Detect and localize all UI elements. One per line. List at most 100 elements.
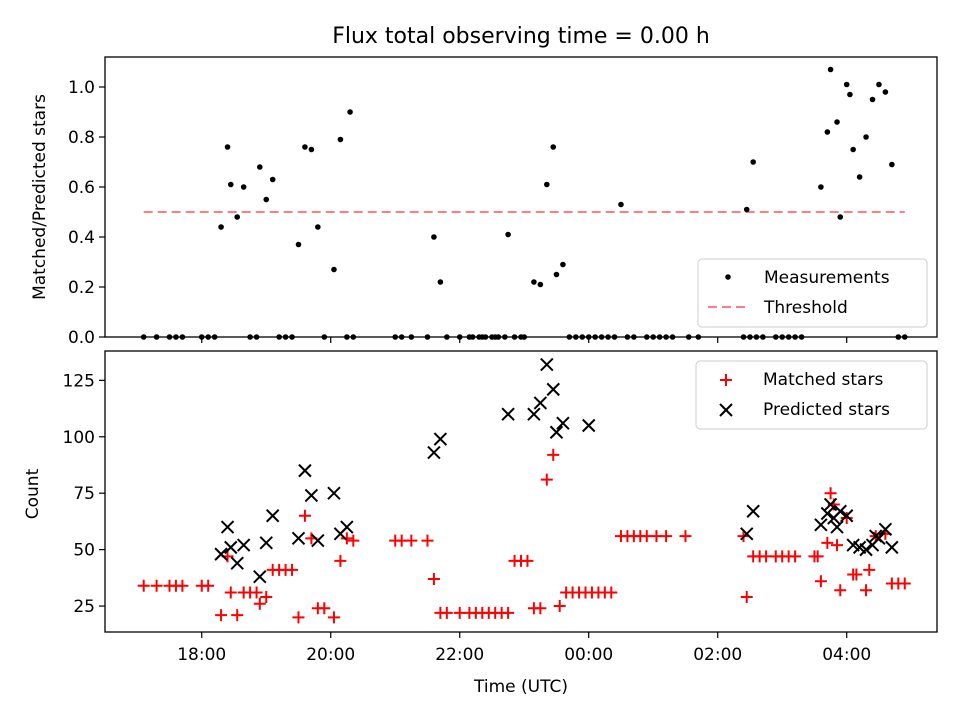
measurement-point bbox=[482, 334, 489, 340]
predicted-star-point bbox=[740, 527, 754, 541]
measurement-point bbox=[234, 214, 241, 220]
measurement-point bbox=[772, 334, 779, 340]
matched-star-point bbox=[250, 586, 263, 599]
predicted-star-point bbox=[885, 540, 899, 555]
measurement-point bbox=[695, 334, 702, 340]
measurement-point bbox=[827, 66, 834, 73]
matched-star-point bbox=[150, 579, 163, 592]
bottom-x-tick-label: 04:00 bbox=[822, 645, 871, 665]
measurement-point bbox=[140, 334, 147, 340]
measurement-point bbox=[750, 159, 756, 165]
legend-predicted-marker bbox=[719, 403, 733, 417]
predicted-star-point bbox=[224, 540, 238, 555]
predicted-star-point bbox=[527, 407, 541, 421]
measurement-point bbox=[895, 334, 902, 340]
measurement-points bbox=[140, 66, 908, 340]
measurement-point bbox=[663, 334, 669, 340]
predicted-star-point bbox=[859, 542, 873, 557]
measurement-point bbox=[521, 334, 528, 340]
matched-star-point bbox=[860, 584, 873, 597]
measurement-point bbox=[743, 206, 750, 213]
measurement-point bbox=[631, 334, 637, 340]
legend-predicted-label: Predicted stars bbox=[763, 400, 890, 420]
bottom-y-ticks: 25 50 75 100 125 bbox=[63, 371, 105, 617]
measurement-point bbox=[289, 334, 295, 340]
matched-star-point bbox=[202, 579, 215, 592]
measurement-point bbox=[824, 129, 831, 135]
predicted-star-point bbox=[540, 357, 554, 372]
matched-star-point bbox=[679, 530, 692, 543]
matched-star-point bbox=[811, 550, 824, 563]
measurement-point bbox=[424, 334, 431, 340]
matched-star-point bbox=[292, 611, 305, 624]
top-legend: Measurements Threshold bbox=[697, 258, 928, 328]
matched-star-point bbox=[521, 554, 534, 567]
measurement-point bbox=[315, 224, 321, 230]
measurement-point bbox=[444, 334, 450, 340]
measurement-point bbox=[505, 231, 511, 238]
measurement-point bbox=[247, 334, 253, 340]
measurement-point bbox=[256, 164, 263, 170]
predicted-star-point bbox=[549, 425, 564, 439]
measurement-point bbox=[579, 334, 586, 340]
measurement-point bbox=[624, 334, 631, 340]
measurement-point bbox=[218, 224, 224, 230]
matched-star-point bbox=[440, 606, 453, 619]
measurement-point bbox=[798, 334, 805, 340]
predicted-star-point bbox=[340, 520, 354, 534]
matched-star-point bbox=[224, 586, 237, 599]
predicted-star-point bbox=[230, 556, 244, 570]
legend-measurements-marker bbox=[725, 274, 731, 280]
measurement-point bbox=[882, 89, 889, 95]
measurement-point bbox=[153, 334, 160, 340]
measurement-point bbox=[669, 334, 676, 340]
matched-star-point bbox=[298, 509, 311, 522]
predicted-star-point bbox=[582, 418, 596, 433]
bottom-x-tick-label: 18:00 bbox=[177, 645, 226, 665]
legend-threshold-label: Threshold bbox=[763, 298, 848, 318]
legend-measurements-label: Measurements bbox=[764, 268, 890, 288]
bottom-y-tick-label: 100 bbox=[63, 428, 95, 448]
measurement-point bbox=[198, 334, 205, 340]
measurement-point bbox=[543, 181, 550, 188]
measurement-point bbox=[276, 334, 282, 340]
matched-star-point bbox=[231, 609, 244, 622]
matched-star-point bbox=[176, 579, 189, 592]
matched-star-point bbox=[253, 597, 266, 610]
predicted-star-point bbox=[298, 463, 312, 478]
matched-star-point bbox=[137, 579, 150, 592]
measurement-point bbox=[901, 334, 908, 340]
measurement-point bbox=[350, 334, 357, 340]
matched-star-point bbox=[547, 448, 560, 461]
predicted-star-point bbox=[839, 509, 854, 523]
predicted-star-point bbox=[814, 518, 828, 532]
measurement-point bbox=[331, 266, 337, 273]
measurement-point bbox=[495, 334, 502, 340]
matched-star-point bbox=[821, 536, 834, 549]
measurement-point bbox=[843, 81, 850, 88]
measurement-point bbox=[566, 334, 573, 340]
measurement-point bbox=[295, 241, 302, 248]
measurement-point bbox=[585, 334, 592, 340]
chart-title: Flux total observing time = 0.00 h bbox=[332, 24, 710, 49]
measurement-point bbox=[205, 334, 211, 340]
matched-star-point bbox=[789, 550, 802, 563]
measurement-point bbox=[753, 334, 760, 340]
matched-star-point bbox=[347, 534, 360, 547]
bottom-y-tick-label: 25 bbox=[73, 597, 95, 617]
bottom-y-tick-label: 125 bbox=[63, 371, 95, 391]
predicted-star-point bbox=[501, 407, 515, 421]
measurement-point bbox=[837, 214, 844, 220]
bottom-y-tick-label: 75 bbox=[73, 484, 95, 504]
matched-star-point bbox=[660, 530, 673, 543]
predicted-star-point bbox=[823, 497, 838, 512]
measurement-point bbox=[227, 181, 234, 188]
measurement-point bbox=[643, 334, 650, 340]
matched-star-point bbox=[814, 575, 827, 588]
matched-star-point bbox=[427, 572, 440, 585]
top-y-tick-label: 0.4 bbox=[68, 228, 95, 248]
top-y-ticks: 0.0 0.2 0.4 0.6 0.8 1.0 bbox=[68, 78, 105, 348]
measurement-point bbox=[537, 281, 544, 288]
predicted-star-point bbox=[878, 522, 893, 537]
measurement-point bbox=[869, 96, 876, 103]
